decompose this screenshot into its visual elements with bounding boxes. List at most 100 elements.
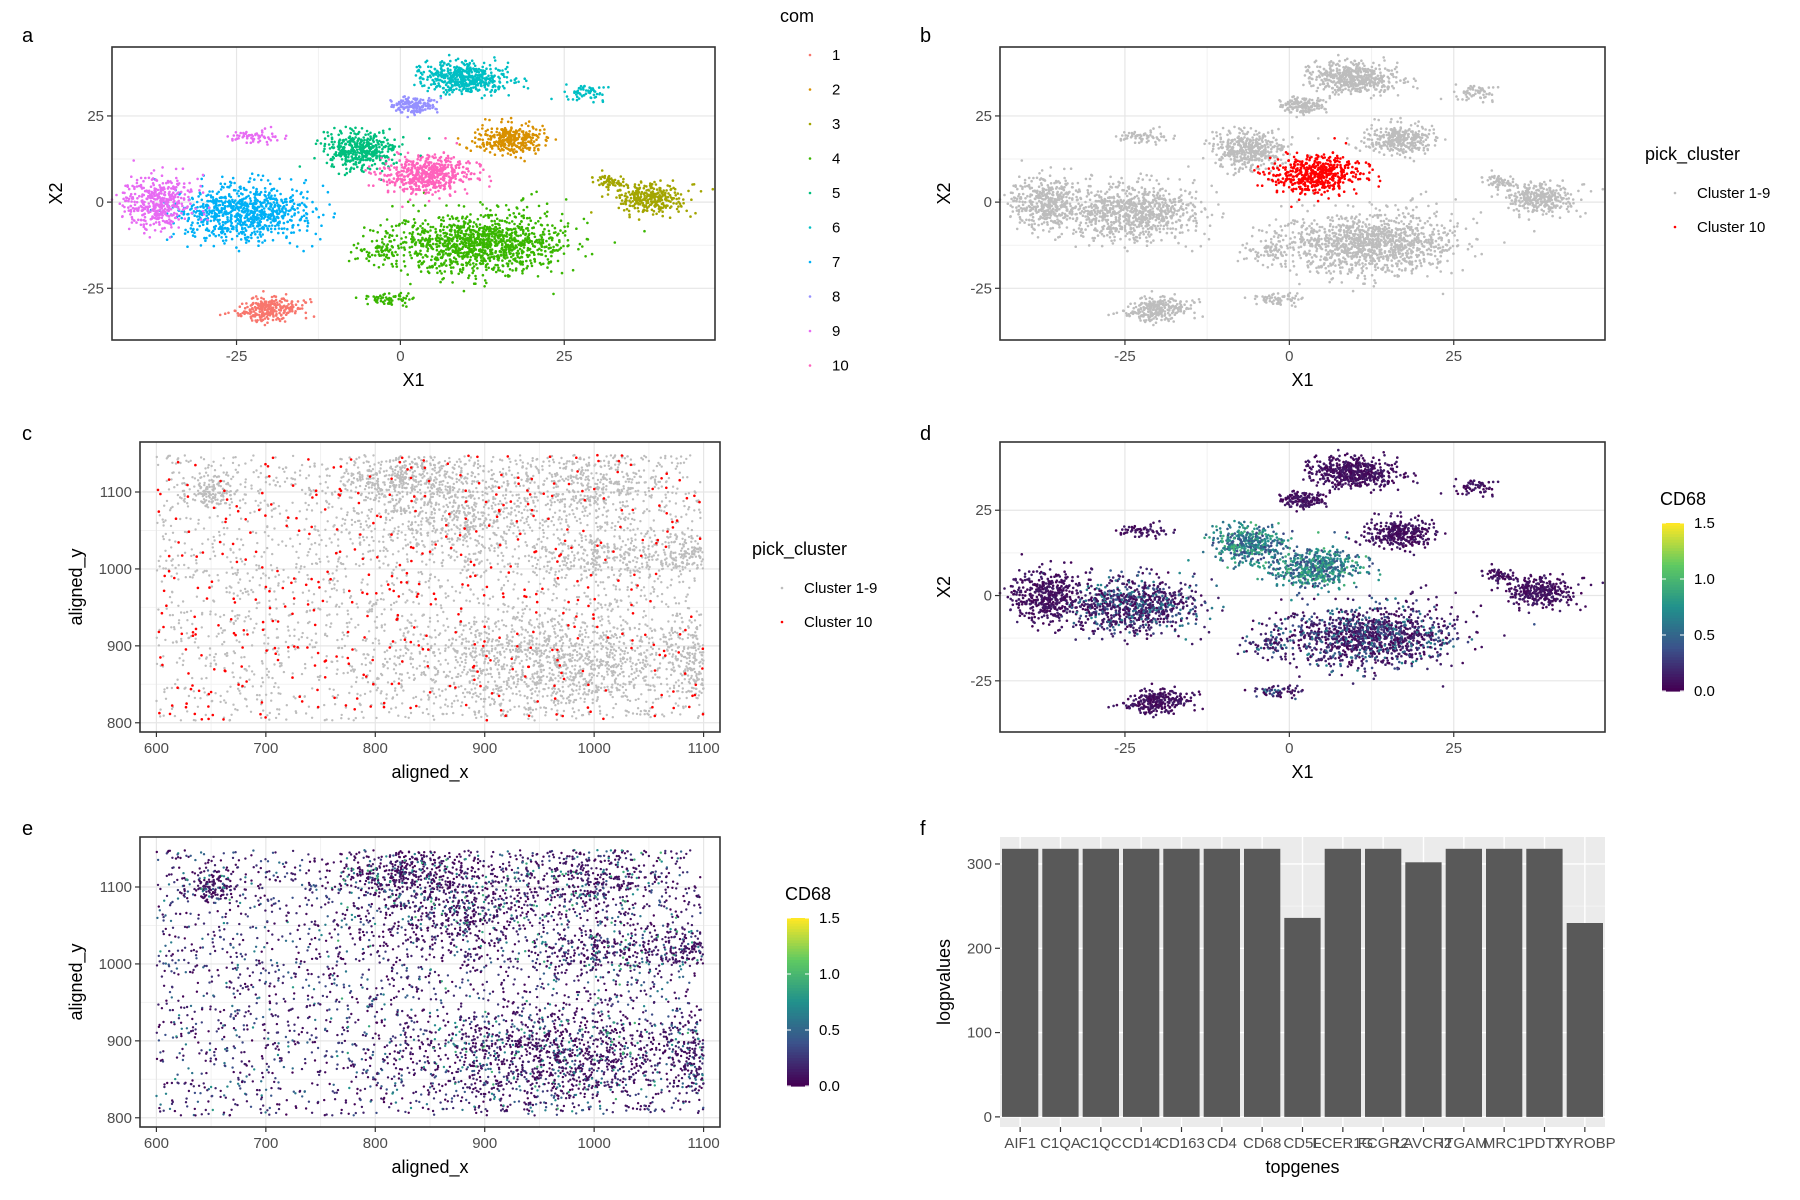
- point: [391, 205, 394, 208]
- point: [403, 254, 406, 257]
- point: [449, 60, 452, 63]
- point: [422, 99, 425, 102]
- point: [394, 181, 397, 184]
- point: [305, 312, 308, 315]
- point: [430, 99, 433, 102]
- point: [559, 229, 562, 232]
- point: [583, 218, 586, 221]
- point: [474, 255, 477, 258]
- point: [429, 107, 432, 110]
- point: [197, 195, 200, 198]
- point: [269, 213, 272, 216]
- point: [495, 131, 498, 134]
- point: [339, 130, 342, 133]
- point: [518, 244, 521, 247]
- point: [458, 247, 461, 250]
- point: [489, 246, 492, 249]
- point: [258, 206, 261, 209]
- point: [315, 143, 318, 146]
- point: [598, 86, 601, 89]
- point: [532, 144, 535, 147]
- point: [191, 198, 194, 201]
- point: [476, 145, 479, 148]
- point: [456, 230, 459, 233]
- point: [585, 92, 588, 95]
- point: [468, 247, 471, 250]
- point: [402, 183, 405, 186]
- point: [507, 144, 510, 147]
- point: [378, 178, 381, 181]
- point: [640, 201, 643, 204]
- point: [428, 200, 431, 203]
- point: [239, 223, 242, 226]
- point: [251, 308, 254, 311]
- point: [265, 203, 268, 206]
- point: [293, 214, 296, 217]
- point: [447, 67, 450, 70]
- point: [476, 267, 479, 270]
- point: [446, 91, 449, 94]
- point: [250, 237, 253, 240]
- point: [164, 202, 167, 205]
- point: [451, 281, 454, 284]
- point: [294, 312, 297, 315]
- point: [272, 239, 275, 242]
- point: [651, 195, 654, 198]
- point: [368, 184, 371, 187]
- point: [260, 202, 263, 205]
- point: [447, 172, 450, 175]
- point: [368, 152, 371, 155]
- point: [405, 102, 408, 105]
- point: [200, 244, 203, 247]
- point: [426, 78, 429, 81]
- point: [510, 79, 513, 82]
- point: [386, 184, 389, 187]
- point: [483, 285, 486, 288]
- point: [183, 186, 186, 189]
- point: [259, 231, 262, 234]
- point: [200, 178, 203, 181]
- point: [123, 210, 126, 213]
- point: [386, 218, 389, 221]
- point: [158, 223, 161, 226]
- point: [291, 304, 294, 307]
- point: [158, 192, 161, 195]
- point: [487, 267, 490, 270]
- point: [236, 219, 239, 222]
- point: [395, 225, 398, 228]
- point: [530, 193, 533, 196]
- point: [123, 206, 126, 209]
- point: [655, 202, 658, 205]
- point: [449, 69, 452, 72]
- point: [432, 175, 435, 178]
- point: [190, 207, 193, 210]
- point: [438, 185, 441, 188]
- point: [350, 152, 353, 155]
- point: [566, 245, 569, 248]
- point: [462, 267, 465, 270]
- point: [669, 194, 672, 197]
- point: [129, 213, 132, 216]
- point: [260, 303, 263, 306]
- point: [270, 221, 273, 224]
- point: [426, 230, 429, 233]
- point: [218, 212, 221, 215]
- point: [403, 219, 406, 222]
- point: [136, 185, 139, 188]
- point: [484, 84, 487, 87]
- point: [383, 167, 386, 170]
- point: [477, 89, 480, 92]
- point: [277, 217, 280, 220]
- point: [299, 219, 302, 222]
- point: [247, 226, 250, 229]
- point: [177, 184, 180, 187]
- point: [165, 182, 168, 185]
- point: [501, 270, 504, 273]
- point: [419, 98, 422, 101]
- point: [416, 98, 419, 101]
- point: [223, 242, 226, 245]
- point: [522, 268, 525, 271]
- point: [398, 145, 401, 148]
- point: [398, 224, 401, 227]
- point: [215, 216, 218, 219]
